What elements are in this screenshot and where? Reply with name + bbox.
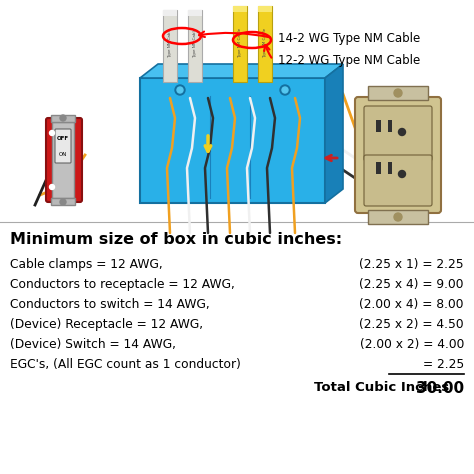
Bar [163,10,177,16]
Text: Type NM Cable: Type NM Cable [263,28,267,58]
Text: 12-2 WG Type NM Cable: 12-2 WG Type NM Cable [278,54,420,66]
Text: (2.25 x 4) = 9.00: (2.25 x 4) = 9.00 [359,278,464,291]
FancyBboxPatch shape [364,106,432,161]
FancyBboxPatch shape [51,115,75,122]
Text: Conductors to switch = 14 AWG,: Conductors to switch = 14 AWG, [10,298,210,311]
Circle shape [49,130,55,136]
Text: Type NM Cable: Type NM Cable [238,28,242,58]
Bar [376,120,381,132]
Polygon shape [140,64,343,78]
Circle shape [282,87,288,93]
FancyBboxPatch shape [368,210,428,224]
Circle shape [394,89,402,97]
Bar [388,120,392,132]
Circle shape [60,199,66,205]
Bar [140,78,325,203]
Text: (2.25 x 1) = 2.25: (2.25 x 1) = 2.25 [359,258,464,271]
Text: (Device) Receptacle = 12 AWG,: (Device) Receptacle = 12 AWG, [10,318,203,331]
FancyBboxPatch shape [55,129,71,163]
Bar [388,162,392,174]
Circle shape [60,115,66,121]
Bar [188,10,202,16]
Text: (Device) Switch = 14 AWG,: (Device) Switch = 14 AWG, [10,338,176,351]
Text: Minimum size of box in cubic inches:: Minimum size of box in cubic inches: [10,232,342,247]
Text: Cable clamps = 12 AWG,: Cable clamps = 12 AWG, [10,258,163,271]
Polygon shape [325,64,343,203]
Text: 14-2 WG Type NM Cable: 14-2 WG Type NM Cable [278,31,420,45]
Circle shape [177,87,183,93]
FancyBboxPatch shape [355,97,441,213]
Text: Conductors to receptacle = 12 AWG,: Conductors to receptacle = 12 AWG, [10,278,235,291]
Bar [233,6,247,82]
Bar [188,10,202,82]
Text: (2.25 x 2) = 4.50: (2.25 x 2) = 4.50 [359,318,464,331]
Text: 30.00: 30.00 [416,381,464,396]
Circle shape [280,85,290,95]
Bar [233,6,247,12]
Circle shape [175,85,185,95]
FancyBboxPatch shape [52,122,74,198]
Bar [376,162,381,174]
Text: ON: ON [59,153,67,157]
Text: = 2.25: = 2.25 [423,358,464,371]
Circle shape [394,213,402,221]
Text: Type NM Cable: Type NM Cable [193,28,197,58]
Text: OFF: OFF [57,137,69,142]
FancyBboxPatch shape [368,86,428,100]
Text: (2.00 x 4) = 8.00: (2.00 x 4) = 8.00 [359,298,464,311]
FancyBboxPatch shape [364,155,432,206]
Text: (2.00 x 2) = 4.00: (2.00 x 2) = 4.00 [360,338,464,351]
Text: Total Cubic Inches: Total Cubic Inches [314,381,449,394]
FancyBboxPatch shape [46,118,82,202]
Circle shape [399,171,405,177]
Bar [163,10,177,82]
Circle shape [49,184,55,190]
Bar [258,6,272,82]
Circle shape [399,128,405,136]
Bar [258,6,272,12]
FancyBboxPatch shape [51,198,75,205]
Text: Type NM Cable: Type NM Cable [168,28,172,58]
Text: EGC's, (All EGC count as 1 conductor): EGC's, (All EGC count as 1 conductor) [10,358,241,371]
